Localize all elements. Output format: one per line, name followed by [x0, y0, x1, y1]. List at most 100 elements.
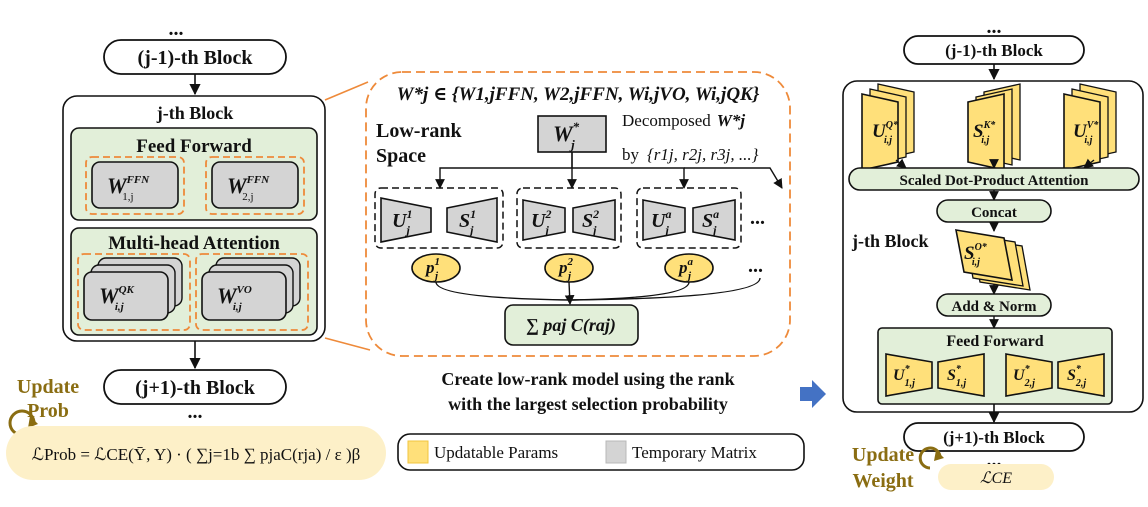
update-prob-label: Update Prob: [17, 376, 79, 422]
loss-prob-box: [6, 426, 386, 480]
ffn-title: Feed Forward: [136, 136, 252, 157]
refresh-icon-weight: [918, 446, 942, 470]
uv-matrix: [1063, 93, 1101, 171]
refresh-icon-prob: [8, 409, 36, 437]
u1-star-label: U* 1,j: [893, 364, 915, 389]
wqk-dashed: [77, 253, 191, 331]
refresh-icon-prob-head: [28, 416, 38, 428]
u1-trapezoid: [380, 197, 432, 243]
w2-label: WFFN 2,j: [227, 173, 270, 203]
arrow-uq-sdpa: [895, 158, 907, 169]
refresh-icon-weight-head: [934, 450, 944, 461]
s2-star-label: S* 2,j: [1067, 364, 1086, 389]
sk-label: SK* i,j: [973, 120, 996, 146]
s1-label: S1 j: [459, 207, 476, 237]
block-title: j-th Block: [156, 103, 234, 123]
merge-line-2: [564, 281, 575, 305]
sa-trapezoid: [692, 199, 736, 241]
w2-dashed: [205, 156, 305, 215]
zoom-line-top: [324, 81, 369, 101]
set-formula: W*j ∈ {W1,jFFN, W2,jFFN, Wi,jVO, Wi,jQK}: [397, 84, 760, 105]
uv-label: UV* i,j: [1073, 120, 1099, 146]
pair-1-group: [374, 187, 504, 249]
w1-label: WFFN 1,j: [107, 173, 150, 203]
merge-line-more: [571, 277, 761, 301]
caption: Create low-rank model using the rank with…: [441, 369, 734, 414]
pa-label: pa j: [677, 256, 694, 282]
wqk-matrix: [83, 271, 169, 321]
r-block-label: j-th Block: [851, 231, 929, 251]
arrow-to-more: [684, 167, 783, 189]
u2-trapezoid: [522, 199, 566, 241]
rank-set-label: by {r1j, r2j, r3j, ...}: [622, 145, 759, 164]
loss-ce-label: ℒCE: [980, 470, 1012, 487]
r-prev-block-label: (j-1)-th Block: [945, 41, 1043, 60]
sdpa-label: Scaled Dot-Product Attention: [900, 173, 1090, 189]
r-next-block-label: (j+1)-th Block: [943, 428, 1045, 447]
u1-label: U1 j: [392, 207, 412, 237]
legend-temporary-swatch: [605, 440, 627, 464]
s2-label: S2 j: [582, 207, 599, 237]
wvo-dashed: [195, 253, 309, 331]
transition-arrow-icon: [800, 380, 826, 408]
u1-star-trapezoid: [885, 353, 933, 397]
legend-updatable-swatch: [407, 440, 429, 464]
s2-trapezoid: [572, 199, 616, 241]
so-label: SO* i,j: [964, 242, 988, 268]
middle-panel: W*j ∈ {W1,jFFN, W2,jFFN, Wi,jVO, Wi,jQK}…: [365, 71, 805, 471]
s2-star-trapezoid: [1057, 353, 1105, 397]
so-matrix: [954, 229, 1014, 281]
right-panel: ... (j-1)-th Block UQ* i,j SK* i,j UV* i,j …: [842, 16, 1144, 492]
wstar-label: W* j: [553, 119, 580, 152]
p2-label: p2 j: [557, 256, 574, 282]
loss-prob-formula: ℒProb = ℒCE(Ȳ, Y) · ( ∑j=1b ∑ pjaC(rja) …: [32, 445, 361, 464]
zoom-line-bottom: [324, 337, 371, 351]
s1-star-trapezoid: [937, 353, 985, 397]
addnorm-label: Add & Norm: [952, 299, 1038, 315]
left-panel: ... (j-1)-th Block j-th Block Feed Forwa…: [6, 18, 386, 480]
r-ffn-box: [877, 327, 1113, 405]
next-block-box: [103, 369, 287, 405]
wstar-matrix: [537, 115, 607, 153]
prev-block-label: (j-1)-th Block: [138, 47, 254, 69]
r-ffn-title: Feed Forward: [946, 333, 1043, 350]
ua-trapezoid: [642, 199, 686, 241]
u2-label: U2 j: [531, 207, 551, 237]
w1-dashed: [85, 156, 185, 215]
ellipsis-pairs: ...: [750, 207, 765, 229]
ellipsis-bottom: ...: [188, 401, 203, 423]
s1-trapezoid: [446, 197, 498, 243]
decomposed-label: Decomposed W*j: [622, 111, 745, 130]
merge-line-1: [435, 281, 571, 301]
uq-label: UQ* i,j: [872, 120, 899, 146]
sa-label: Sa j: [702, 207, 719, 237]
w1-matrix: [91, 161, 179, 209]
wvo-label: WVO i,j: [217, 283, 252, 313]
loss-ce-box: [938, 464, 1054, 490]
r-next-block-box: [903, 422, 1085, 452]
u2-star-trapezoid: [1005, 353, 1053, 397]
sum-formula: ∑ paj C(raj): [526, 315, 616, 336]
s1-star-label: S* 1,j: [947, 364, 966, 389]
ua-label: Ua j: [651, 207, 671, 237]
ellipsis-probs: ...: [748, 255, 763, 277]
update-weight-label: Update Weight: [852, 444, 914, 492]
pair-2-group: [516, 187, 622, 249]
legend-box: [397, 433, 805, 471]
legend-temporary-label: Temporary Matrix: [632, 443, 757, 462]
arrow-uv-sdpa: [1083, 158, 1095, 169]
p1-label: p1 j: [424, 256, 440, 282]
u2-star-label: U* 2,j: [1013, 364, 1035, 389]
r-ellipsis-top: ...: [987, 16, 1002, 38]
mha-title: Multi-head Attention: [108, 233, 280, 254]
ellipsis-top: ...: [169, 18, 184, 40]
wvo-matrix: [201, 271, 287, 321]
next-block-label: (j+1)-th Block: [135, 377, 256, 399]
concat-label: Concat: [971, 205, 1017, 221]
wqk-label: WQK i,j: [99, 283, 135, 313]
sum-box: [504, 304, 639, 346]
lowrank-label: Low-rank Space: [376, 120, 462, 167]
legend-updatable-label: Updatable Params: [434, 443, 558, 462]
pair-a-group: [636, 187, 742, 249]
